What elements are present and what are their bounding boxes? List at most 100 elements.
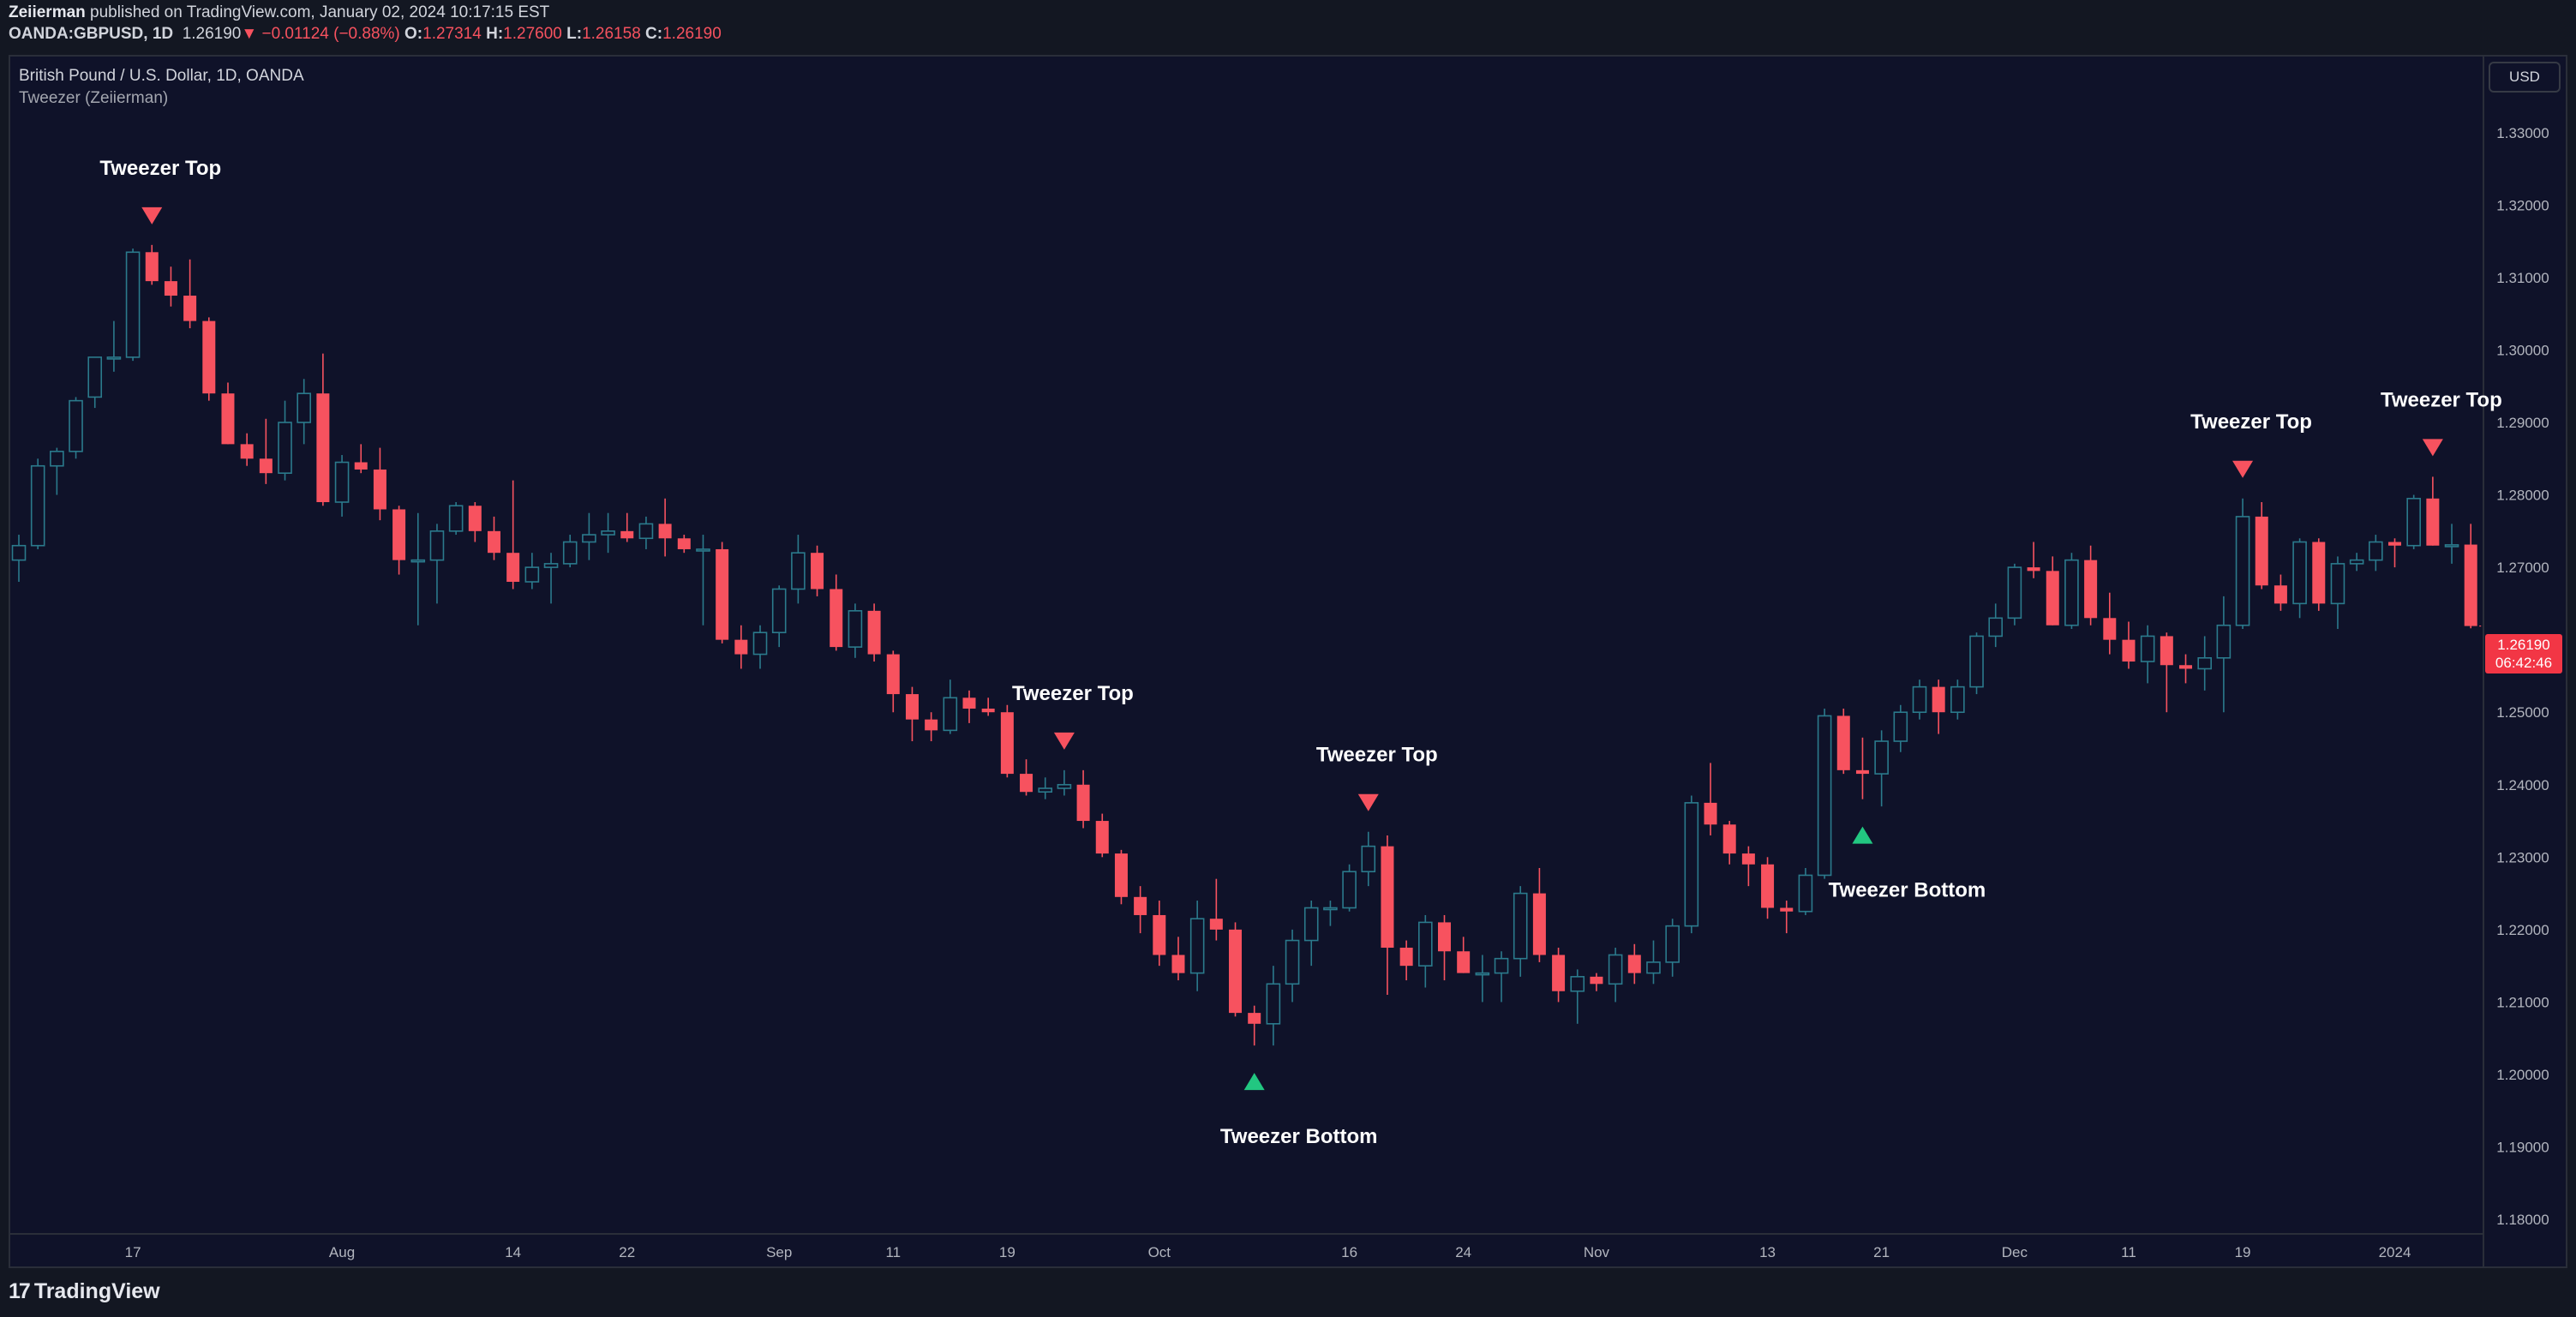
candle-body	[2464, 544, 2477, 626]
candle-body	[1361, 845, 1376, 873]
candle-body	[905, 694, 919, 720]
candle-body	[830, 589, 843, 648]
time-tick-label: 2024	[2379, 1244, 2411, 1260]
candle-body	[145, 252, 159, 282]
candle-body	[716, 548, 729, 640]
candle-body	[1229, 929, 1243, 1014]
tweezer-top-marker	[2422, 439, 2443, 457]
candle-body	[1057, 783, 1072, 789]
candle-body	[316, 393, 330, 503]
publish-info: Zeiierman published on TradingView.com, …	[9, 3, 549, 22]
candle-body	[981, 708, 995, 713]
candle-body	[1513, 892, 1528, 960]
candle-body	[1134, 896, 1147, 915]
candle-body	[2255, 516, 2268, 586]
logo-text: TradingView	[33, 1279, 160, 1303]
candle-body	[734, 639, 748, 655]
candle-body	[334, 461, 350, 503]
candle-body	[1988, 617, 2004, 638]
candle-body	[1780, 907, 1794, 912]
time-tick-label: 11	[885, 1244, 901, 1260]
tweezer-top-marker	[2232, 460, 2254, 478]
candle-body	[1171, 955, 1185, 973]
published-text: published on TradingView.com, January 02…	[90, 3, 550, 21]
indicator-legend[interactable]: Tweezer (Zeiierman)	[19, 89, 169, 107]
candle-body	[752, 632, 768, 656]
candle-body	[867, 610, 881, 655]
tweezer-top-label: Tweezer Top	[1012, 682, 1134, 705]
low-label: L:	[566, 25, 583, 43]
candle-body	[488, 530, 500, 554]
candle-body	[601, 530, 615, 536]
candle-body	[1000, 712, 1014, 775]
candle-body	[1038, 787, 1053, 793]
candle-body	[1570, 976, 1585, 992]
price-tick-label: 1.22000	[2496, 922, 2549, 938]
price-tick-label: 1.19000	[2496, 1140, 2549, 1156]
candle-body	[69, 399, 83, 452]
candle-body	[1912, 685, 1927, 714]
candle-body	[962, 697, 976, 709]
down-arrow-icon: ▼	[241, 25, 258, 43]
tradingview-logo-icon: 17	[9, 1279, 31, 1303]
candle-body	[1114, 853, 1128, 897]
price-tick-label: 1.30000	[2496, 342, 2549, 358]
last-price-label: 1.26190	[2497, 637, 2550, 653]
candle-body	[1532, 893, 1546, 955]
price-tick-label: 1.29000	[2496, 415, 2549, 431]
symbol-line: OANDA:GBPUSD, 1D	[9, 25, 174, 43]
tweezer-top-label: Tweezer Top	[2190, 410, 2312, 434]
candle-body	[582, 534, 596, 543]
candle-body	[278, 422, 292, 474]
candle-body	[1303, 907, 1319, 942]
candle-body	[677, 538, 691, 549]
tradingview-logo[interactable]: 17 TradingView	[9, 1279, 160, 1304]
candle-body	[1761, 864, 1775, 908]
candle-body	[2140, 635, 2155, 662]
candle-body	[925, 719, 938, 731]
candle-body	[2235, 516, 2250, 626]
price-tick-label: 1.32000	[2496, 197, 2549, 213]
candle-body	[1608, 954, 1623, 985]
ohlc-info: OANDA:GBPUSD, 1D 1.26190▼ −0.01124 (−0.8…	[9, 25, 722, 44]
candle-body	[1381, 846, 1394, 949]
open-value: 1.27314	[422, 25, 482, 43]
price-change: −0.01124 (−0.88%)	[261, 25, 400, 43]
candle-body	[1627, 955, 1641, 973]
candle-body	[1342, 871, 1357, 909]
candle-body	[2103, 618, 2117, 640]
candle-body	[448, 505, 464, 532]
close-label: C:	[645, 25, 663, 43]
candle-body	[1189, 918, 1205, 974]
candle-body	[2292, 541, 2307, 605]
price-tick-label: 1.33000	[2496, 125, 2549, 141]
candle-body	[506, 553, 520, 583]
time-tick-label: Nov	[1584, 1244, 1610, 1260]
candle-body	[164, 281, 177, 296]
candle-body	[1798, 874, 1813, 913]
tweezer-top-marker	[1357, 793, 1379, 811]
candle-body	[1969, 635, 1984, 688]
tweezer-bottom-marker	[1243, 1073, 1265, 1091]
candle-body	[1684, 802, 1699, 927]
price-tick-label: 1.23000	[2496, 849, 2549, 865]
candle-body	[771, 588, 787, 634]
candle-body	[2388, 542, 2401, 546]
candle-body	[259, 458, 273, 474]
tweezer-bottom-label: Tweezer Bottom	[1220, 1125, 1378, 1148]
candle-body	[202, 320, 216, 394]
time-tick-label: 19	[999, 1244, 1015, 1260]
currency-button[interactable]: USD	[2489, 62, 2561, 93]
candle-body	[2312, 542, 2326, 604]
tweezer-top-marker	[1053, 732, 1075, 750]
candle-body	[1209, 919, 1223, 930]
publish-header: Zeiierman published on TradingView.com, …	[0, 0, 2576, 53]
candle-body	[543, 563, 559, 568]
candle-body	[1932, 686, 1945, 713]
candle-body	[297, 392, 312, 423]
last-price-tag: 1.26190 06:42:46	[2485, 634, 2562, 673]
candle-body	[696, 548, 710, 552]
author-name[interactable]: Zeiierman	[9, 3, 86, 21]
candle-body	[1399, 948, 1413, 967]
